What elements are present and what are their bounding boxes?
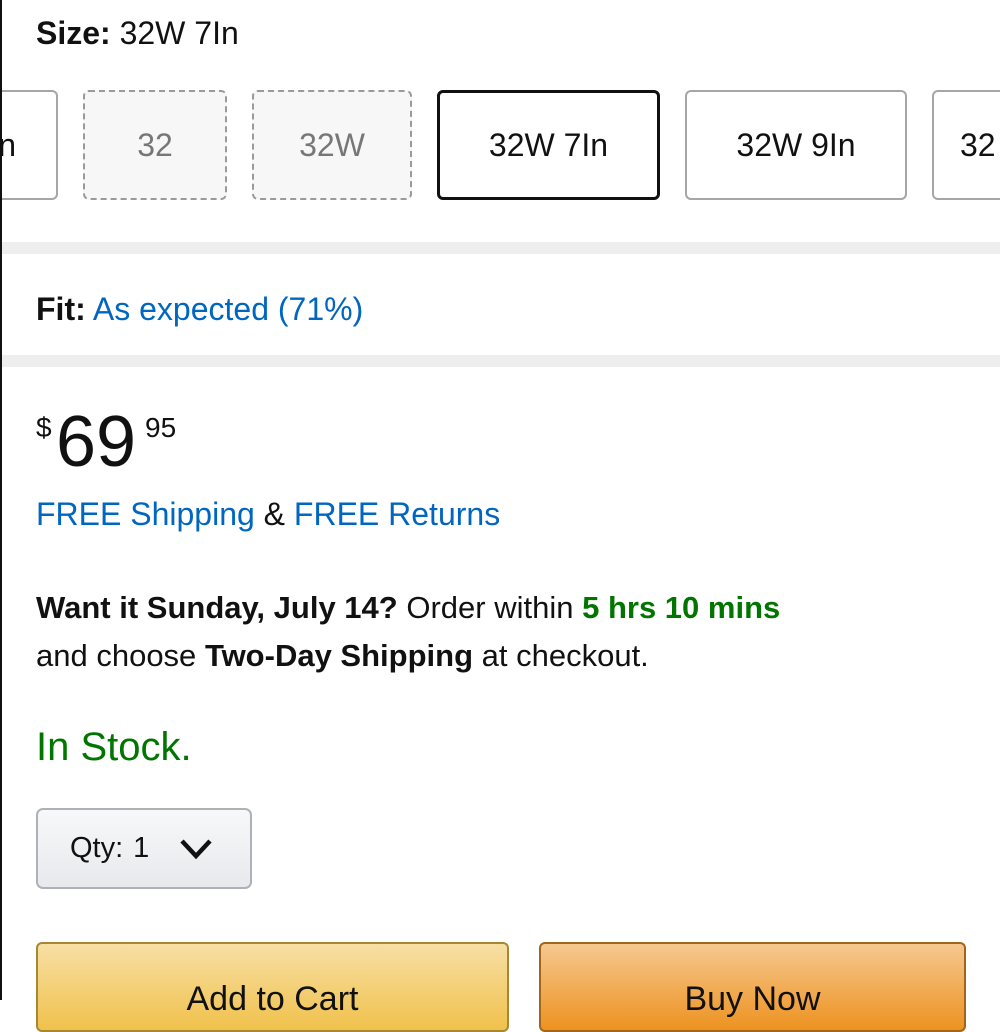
price-whole: 69 (56, 402, 137, 482)
stock-status: In Stock. (36, 725, 192, 769)
section-divider (2, 355, 1000, 367)
buy-now-label: Buy Now (684, 980, 821, 1018)
size-heading: Size: 32W 7In (36, 15, 239, 52)
fit-row: Fit: As expected (71%) (36, 291, 363, 328)
size-swatch[interactable]: n (0, 90, 58, 200)
size-label: Size: (36, 15, 111, 51)
size-swatch-selected[interactable]: 32W 7In (437, 90, 660, 200)
countdown: 5 hrs 10 mins (582, 590, 781, 625)
delivery-message: Want it Sunday, July 14? Order within 5 … (36, 584, 780, 680)
page-edge (0, 0, 2, 1000)
amp: & (263, 496, 286, 532)
swatch-label: 32 (137, 126, 173, 163)
price: $ 69 95 (36, 402, 196, 482)
size-swatch[interactable]: 32W 9In (685, 90, 907, 200)
swatch-label: 32 (960, 126, 996, 163)
size-swatch-unavailable[interactable]: 32 (83, 90, 227, 200)
price-fraction: 95 (145, 412, 177, 443)
size-swatch-unavailable[interactable]: 32W (252, 90, 412, 200)
price-currency: $ (36, 412, 52, 443)
shipping-row: FREE Shipping & FREE Returns (36, 496, 500, 533)
add-to-cart-button[interactable]: Add to Cart (36, 942, 509, 1032)
buy-now-button[interactable]: Buy Now (539, 942, 966, 1032)
qty-value: 1 (133, 832, 150, 864)
swatch-label: 32W 9In (736, 126, 856, 163)
delivery-date: Want it Sunday, July 14? (36, 590, 398, 625)
chevron-down-icon (180, 838, 212, 859)
at-checkout-text: at checkout. (481, 638, 649, 673)
size-value: 32W 7In (119, 15, 239, 51)
qty-label: Qty: (70, 832, 124, 864)
swatch-label: n (0, 126, 16, 163)
and-choose-text: and choose (36, 638, 197, 673)
size-swatch[interactable]: 32 (932, 90, 1000, 200)
add-to-cart-label: Add to Cart (186, 980, 359, 1018)
swatch-label: 32W 7In (488, 126, 609, 163)
fit-link[interactable]: As expected (71%) (92, 291, 364, 327)
order-within-text: Order within (406, 590, 574, 625)
quantity-dropdown[interactable]: Qty: 1 (36, 808, 252, 889)
fit-label: Fit: (36, 291, 86, 327)
free-returns-link[interactable]: FREE Returns (293, 496, 501, 532)
free-shipping-link[interactable]: FREE Shipping (36, 496, 255, 532)
section-divider (2, 242, 1000, 254)
shipping-method: Two-Day Shipping (204, 638, 474, 673)
swatch-label: 32W (299, 126, 365, 163)
